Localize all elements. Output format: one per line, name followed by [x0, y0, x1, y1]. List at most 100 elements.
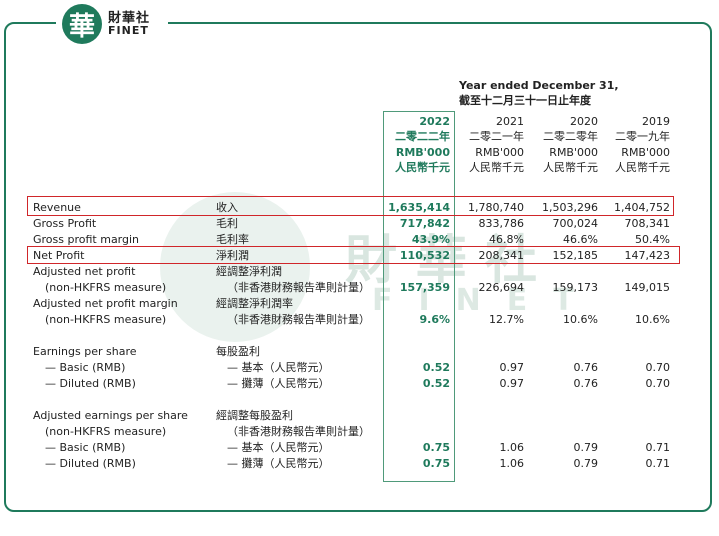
value-cell: 0.76	[573, 377, 599, 390]
row-label-en: — Diluted (RMB)	[45, 457, 136, 470]
row-label-cn: — 基本（人民幣元）	[227, 441, 330, 454]
row-label-en: — Basic (RMB)	[45, 361, 126, 374]
year-2021-cn: 二零二一年	[469, 130, 524, 143]
value-2022: 1,635,414	[388, 201, 450, 214]
unit-2021-cn: 人民幣千元	[469, 161, 524, 174]
year-2021: 2021	[496, 115, 524, 128]
value-2022: 110,532	[399, 249, 450, 262]
value-cell: 833,786	[478, 217, 525, 230]
row-label-en: Adjusted earnings per share	[33, 409, 188, 422]
row-label-en: Gross profit margin	[33, 233, 140, 246]
watermark-en: FINET	[372, 283, 600, 318]
unit-2022: RMB'000	[395, 146, 450, 159]
row-label-cn: 經調整每股盈利	[216, 409, 293, 422]
year-2022: 2022	[419, 115, 450, 128]
logo-text: 財華社 FINET	[108, 12, 150, 36]
value-2022: 0.52	[422, 377, 450, 390]
row-label-en: Gross Profit	[33, 217, 97, 230]
year-2022-cn: 二零二二年	[395, 130, 450, 143]
row-label-cn: （非香港財務報告準則計量）	[227, 425, 370, 438]
value-2022: 717,842	[399, 217, 450, 230]
value-cell: 0.97	[499, 377, 525, 390]
row-label-en: Net Profit	[33, 249, 85, 262]
logo-en: FINET	[108, 24, 149, 37]
year-2020-cn: 二零二零年	[543, 130, 598, 143]
row-label-en: (non-HKFRS measure)	[45, 425, 167, 438]
year-2019-cn: 二零一九年	[615, 130, 670, 143]
revenue-highlight-box	[27, 196, 674, 216]
value-cell: 0.97	[499, 361, 525, 374]
row-label-en: — Diluted (RMB)	[45, 377, 136, 390]
value-cell: 0.76	[573, 361, 599, 374]
row-label-en: (non-HKFRS measure)	[45, 313, 167, 326]
row-label-cn: 收入	[216, 201, 238, 214]
watermark-cn: 財華社	[345, 230, 556, 291]
value-cell: 0.71	[645, 441, 671, 454]
unit-2020-cn: 人民幣千元	[543, 161, 598, 174]
value-cell: 1.06	[499, 441, 525, 454]
row-label-cn: — 基本（人民幣元）	[227, 361, 330, 374]
unit-2022-cn: 人民幣千元	[395, 161, 450, 174]
value-cell: 152,185	[552, 249, 599, 262]
unit-2019: RMB'000	[621, 146, 670, 159]
watermark-emblem	[160, 192, 310, 342]
value-2022: 157,359	[399, 281, 450, 294]
value-cell: 1,404,752	[614, 201, 670, 214]
row-label-cn: 淨利潤	[216, 249, 249, 262]
unit-2020: RMB'000	[549, 146, 598, 159]
row-label-en: Adjusted net profit margin	[33, 297, 178, 310]
unit-2019-cn: 人民幣千元	[615, 161, 670, 174]
logo-emblem: 華	[62, 4, 102, 44]
value-cell: 700,024	[552, 217, 599, 230]
net-profit-highlight-box	[27, 246, 680, 264]
unit-2021: RMB'000	[475, 146, 524, 159]
logo-cn: 財華社	[108, 11, 151, 26]
value-cell: 0.79	[573, 457, 599, 470]
value-cell: 46.8%	[489, 233, 524, 246]
year-2020: 2020	[570, 115, 598, 128]
row-label-cn: 經調整淨利潤率	[216, 297, 293, 310]
row-label-cn: 每股盈利	[216, 345, 260, 358]
period-cn: 截至十二月三十一日止年度	[459, 94, 591, 107]
year-2019: 2019	[642, 115, 670, 128]
value-cell: 708,341	[624, 217, 671, 230]
row-label-cn: — 攤薄（人民幣元）	[227, 377, 330, 390]
highlight-2022-column	[383, 111, 455, 482]
value-cell: 0.70	[645, 377, 671, 390]
finet-logo: 華 財華社 FINET	[56, 2, 168, 46]
value-cell: 1,503,296	[542, 201, 598, 214]
value-cell: 147,423	[624, 249, 671, 262]
row-label-en: Earnings per share	[33, 345, 137, 358]
value-cell: 226,694	[478, 281, 525, 294]
value-cell: 12.7%	[489, 313, 524, 326]
row-label-en: Adjusted net profit	[33, 265, 136, 278]
row-label-cn: （非香港財務報告準則計量）	[227, 313, 370, 326]
row-label-cn: 毛利	[216, 217, 238, 230]
value-cell: 208,341	[478, 249, 525, 262]
value-cell: 46.6%	[563, 233, 598, 246]
value-2022: 0.52	[422, 361, 450, 374]
row-label-cn: 經調整淨利潤	[216, 265, 282, 278]
row-label-en: — Basic (RMB)	[45, 441, 126, 454]
value-cell: 159,173	[552, 281, 599, 294]
value-cell: 50.4%	[635, 233, 670, 246]
value-cell: 10.6%	[563, 313, 598, 326]
value-cell: 1.06	[499, 457, 525, 470]
row-label-en: Revenue	[33, 201, 81, 214]
value-2022: 0.75	[422, 441, 450, 454]
value-2022: 0.75	[422, 457, 450, 470]
value-cell: 1,780,740	[468, 201, 524, 214]
period-en: Year ended December 31,	[459, 79, 619, 92]
value-2022: 9.6%	[419, 313, 450, 326]
row-label-cn: （非香港財務報告準則計量）	[227, 281, 370, 294]
value-cell: 0.70	[645, 361, 671, 374]
value-cell: 10.6%	[635, 313, 670, 326]
value-cell: 149,015	[624, 281, 671, 294]
value-2022: 43.9%	[411, 233, 450, 246]
row-label-en: (non-HKFRS measure)	[45, 281, 167, 294]
value-cell: 0.79	[573, 441, 599, 454]
row-label-cn: 毛利率	[216, 233, 249, 246]
row-label-cn: — 攤薄（人民幣元）	[227, 457, 330, 470]
value-cell: 0.71	[645, 457, 671, 470]
document-frame	[4, 22, 712, 512]
